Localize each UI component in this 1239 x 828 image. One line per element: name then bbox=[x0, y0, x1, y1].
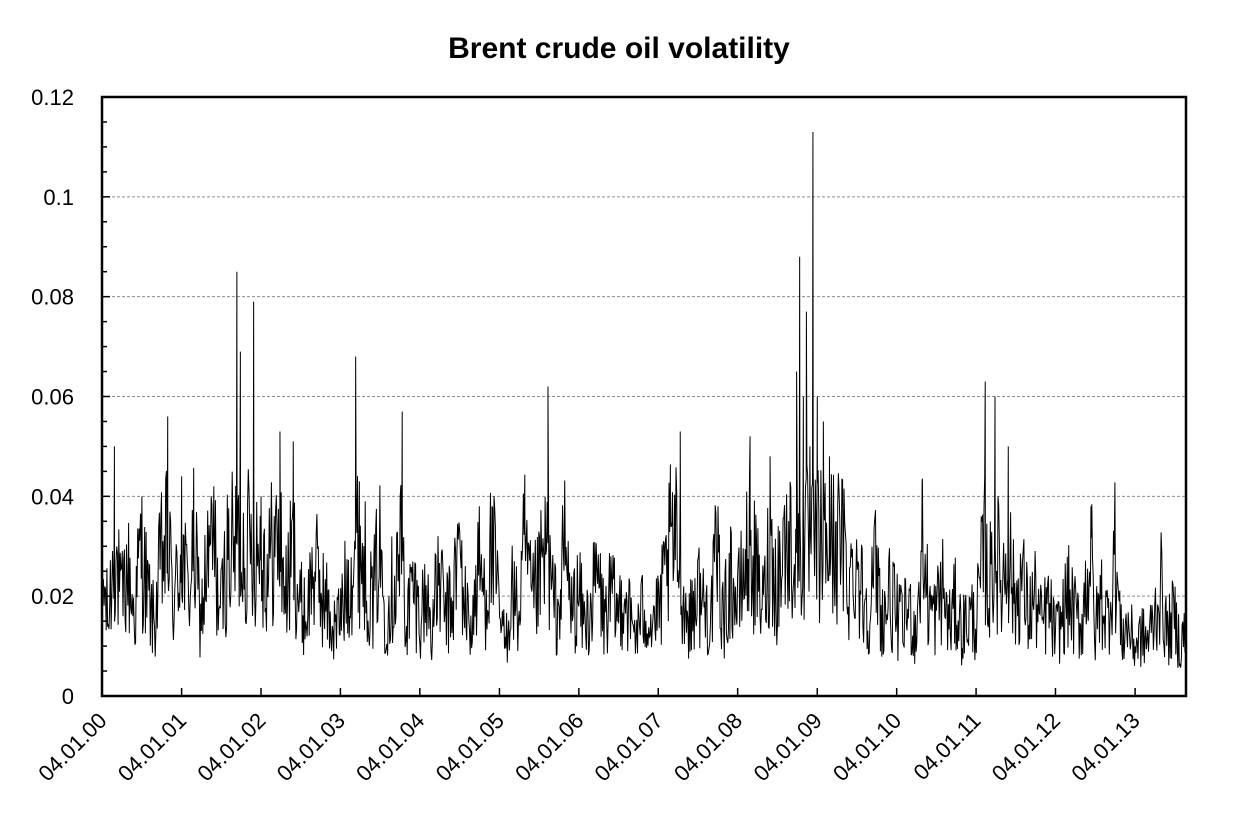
y-axis-tick-labels: 0 0.02 0.04 0.06 0.08 0.1 0.12 bbox=[31, 85, 74, 709]
x-axis-tick-labels: 04.01.00 04.01.01 04.01.02 04.01.03 04.01.04… bbox=[33, 688, 1145, 786]
x-tick-label: 04.01.03 bbox=[272, 708, 350, 786]
y-tick-label: 0.08 bbox=[31, 285, 74, 310]
x-tick-label: 04.01.11 bbox=[909, 708, 986, 785]
x-tick-label: 04.01.10 bbox=[828, 708, 906, 786]
x-tick-label: 04.01.04 bbox=[351, 708, 429, 786]
x-tick-label: 04.01.01 bbox=[113, 708, 191, 786]
y-tick-label: 0.1 bbox=[43, 185, 74, 210]
x-tick-label: 04.01.06 bbox=[510, 708, 588, 786]
y-tick-label: 0.04 bbox=[31, 484, 74, 509]
x-tick-label: 04.01.00 bbox=[33, 708, 111, 786]
series-line-brent-volatility bbox=[101, 131, 1187, 668]
x-tick-label: 04.01.07 bbox=[590, 708, 668, 786]
x-tick-label: 04.01.08 bbox=[669, 708, 747, 786]
x-tick-label: 04.01.09 bbox=[749, 708, 827, 786]
x-tick-label: 04.01.05 bbox=[431, 708, 509, 786]
x-tick-label: 04.01.02 bbox=[192, 708, 270, 786]
y-tick-label: 0.12 bbox=[31, 85, 74, 110]
gridlines bbox=[102, 196, 1186, 597]
y-tick-label: 0 bbox=[62, 684, 74, 709]
y-tick-label: 0.06 bbox=[31, 385, 74, 410]
plot-area-frame bbox=[100, 95, 1188, 698]
y-tick-label: 0.02 bbox=[31, 584, 74, 609]
chart-title: Brent crude oil volatility bbox=[448, 32, 790, 65]
x-tick-label: 04.01.12 bbox=[987, 708, 1065, 786]
x-tick-label: 04.01.13 bbox=[1066, 708, 1144, 786]
